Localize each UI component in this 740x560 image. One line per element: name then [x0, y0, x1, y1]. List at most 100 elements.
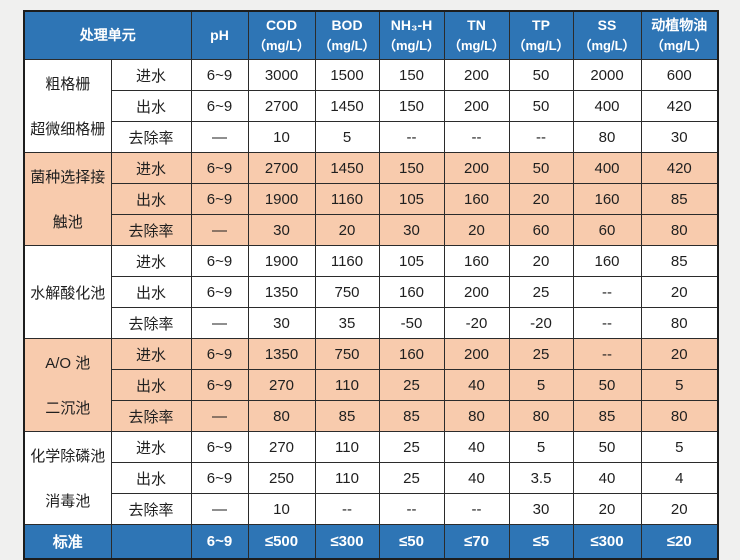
value-cell: 5 [640, 369, 719, 401]
value-cell: 50 [572, 369, 642, 401]
value-cell: 20 [640, 276, 719, 308]
value-cell: 400 [572, 152, 642, 184]
value-cell: -- [572, 276, 642, 308]
value-cell: 1900 [247, 245, 316, 277]
header-bod: BOD （mg/L） [314, 10, 380, 60]
value-cell: 160 [572, 183, 642, 215]
flow-type-cell: 去除率 [110, 121, 192, 153]
flow-type-cell: 进水 [110, 152, 192, 184]
header-oil-unit: （mg/L） [650, 38, 708, 54]
value-cell: 6~9 [190, 183, 249, 215]
value-cell: 420 [640, 152, 719, 184]
value-cell: 110 [314, 431, 380, 463]
table-row: 去除率 — 10 -- -- -- 30 20 20 [24, 493, 719, 525]
value-cell: 20 [572, 493, 642, 525]
value-cell: 20 [443, 214, 510, 246]
header-tn: TN （mg/L） [443, 10, 510, 60]
unit-label-cell: 菌种选择接 触池 [23, 152, 112, 246]
value-cell: 35 [314, 307, 380, 339]
value-cell: 20 [508, 183, 574, 215]
header-tp: TP （mg/L） [508, 10, 574, 60]
flow-type-cell: 进水 [110, 59, 192, 91]
value-cell: -50 [378, 307, 445, 339]
standard-value-cell: ≤20 [640, 524, 719, 560]
unit-label: 化学除磷池 [30, 448, 106, 465]
header-nh3-label: NH₃-H [390, 17, 433, 34]
value-cell: 85 [572, 400, 642, 432]
value-cell: -- [572, 338, 642, 370]
value-cell: 600 [640, 59, 719, 91]
unit-label: 水解酸化池 [30, 284, 106, 302]
value-cell: 150 [378, 152, 445, 184]
value-cell: 5 [508, 431, 574, 463]
flow-type-cell: 进水 [110, 245, 192, 277]
table-row: 出水 6~9 270 110 25 40 5 50 5 [24, 369, 719, 401]
value-cell: 85 [378, 400, 445, 432]
value-cell: 160 [443, 183, 510, 215]
value-cell: 1350 [247, 338, 316, 370]
header-oil: 动植物油 （mg/L） [640, 10, 719, 60]
table-row: 去除率 — 30 35 -50 -20 -20 -- 80 [24, 307, 719, 339]
value-cell: 1160 [314, 245, 380, 277]
value-cell: -- [508, 121, 574, 153]
value-cell: -20 [443, 307, 510, 339]
value-cell: 6~9 [190, 431, 249, 463]
unit-labels: 化学除磷池 消毒池 [25, 433, 110, 523]
value-cell: 2700 [247, 152, 316, 184]
standard-label-cell: 标准 [23, 524, 112, 560]
standard-value-cell: ≤50 [378, 524, 445, 560]
unit-label: 消毒池 [45, 493, 91, 510]
value-cell: 160 [443, 245, 510, 277]
value-cell: 80 [640, 307, 719, 339]
flow-type-cell: 出水 [110, 369, 192, 401]
value-cell: — [190, 121, 249, 153]
value-cell: 40 [443, 462, 510, 494]
standard-value-cell: ≤300 [314, 524, 380, 560]
value-cell: 6~9 [190, 276, 249, 308]
unit-labels: 菌种选择接 触池 [25, 154, 110, 244]
value-cell: 25 [508, 276, 574, 308]
value-cell: -- [378, 493, 445, 525]
value-cell: 6~9 [190, 369, 249, 401]
header-treatment-unit: 处理单元 [23, 10, 192, 60]
header-row: 处理单元 pH COD （mg/L） BOD （mg/L） NH₃-H （mg/L） … [23, 10, 719, 60]
value-cell: 110 [314, 369, 380, 401]
flow-type-cell: 去除率 [110, 400, 192, 432]
value-cell: -- [443, 493, 510, 525]
flow-type-cell: 去除率 [110, 214, 192, 246]
table-row: A/O 池 二沉池 进水 6~9 1350 750 160 200 25 -- … [23, 338, 719, 432]
table-row: 菌种选择接 触池 进水 6~9 2700 1450 150 200 50 400… [23, 152, 719, 246]
standard-value-cell: ≤500 [247, 524, 316, 560]
header-cod: COD （mg/L） [247, 10, 316, 60]
value-cell: — [190, 493, 249, 525]
value-cell: 80 [508, 400, 574, 432]
value-cell: -- [443, 121, 510, 153]
header-tp-label: TP [532, 17, 550, 34]
header-cod-unit: （mg/L） [252, 38, 311, 54]
header-ph: pH [190, 10, 249, 60]
table-row: 去除率 — 10 5 -- -- -- 80 30 [24, 121, 719, 153]
value-cell: 6~9 [190, 59, 249, 91]
unit-label: A/O 池 [45, 355, 91, 372]
value-cell: 160 [378, 276, 445, 308]
standard-row: 标准 6~9 ≤500 ≤300 ≤50 ≤70 ≤5 ≤300 ≤20 [23, 524, 719, 560]
treatment-data-table: 处理单元 pH COD （mg/L） BOD （mg/L） NH₃-H （mg/L） … [23, 10, 719, 560]
value-cell: 1500 [314, 59, 380, 91]
value-cell: 30 [247, 307, 316, 339]
value-cell: 160 [378, 338, 445, 370]
unit-labels: 水解酸化池 [25, 247, 110, 337]
value-cell: 10 [247, 121, 316, 153]
header-tn-unit: （mg/L） [447, 38, 506, 54]
unit-label: 超微细格栅 [30, 121, 106, 138]
value-cell: 3000 [247, 59, 316, 91]
value-cell: 25 [508, 338, 574, 370]
unit-labels: A/O 池 二沉池 [25, 340, 110, 430]
value-cell: 1450 [314, 90, 380, 122]
header-cod-label: COD [265, 17, 298, 34]
value-cell: 80 [640, 400, 719, 432]
value-cell: 50 [508, 152, 574, 184]
value-cell: 6~9 [190, 462, 249, 494]
flow-type-cell: 出水 [110, 90, 192, 122]
value-cell: 6~9 [190, 245, 249, 277]
value-cell: 105 [378, 245, 445, 277]
